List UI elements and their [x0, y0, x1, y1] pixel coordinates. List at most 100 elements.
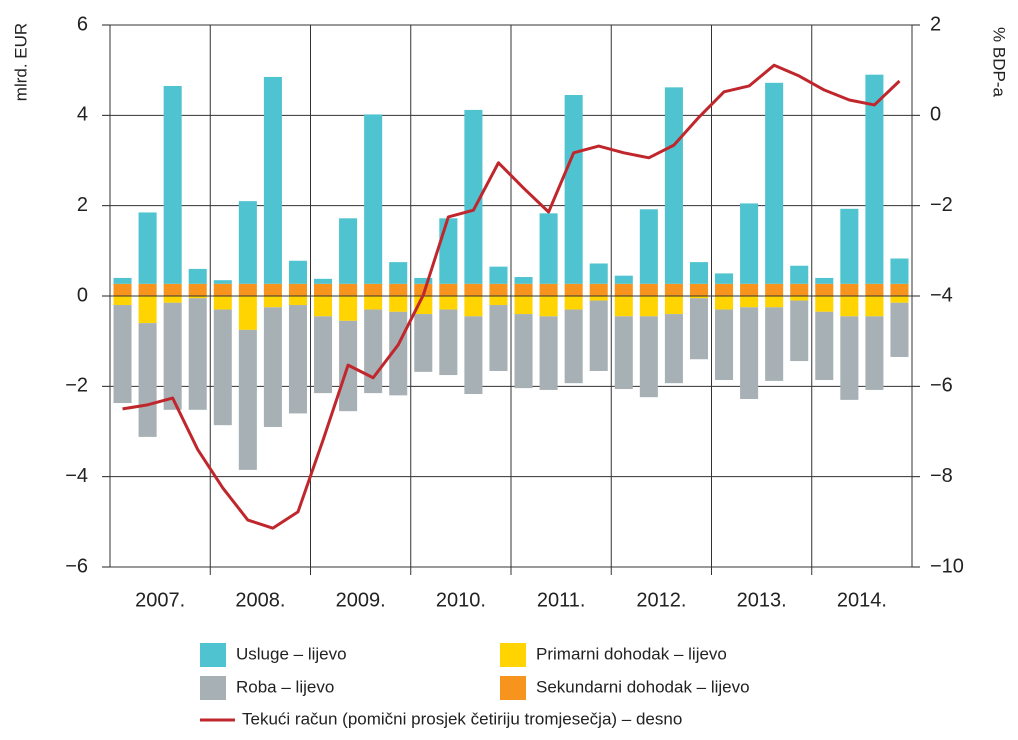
bar: [514, 296, 533, 315]
bar: [113, 305, 132, 404]
y2-tick-label: −2: [930, 194, 953, 216]
bar: [213, 309, 232, 426]
bar: [188, 283, 207, 296]
y2-tick-label: 0: [930, 104, 941, 126]
bar: [715, 296, 734, 310]
legend-label: Primarni dohodak – lijevo: [536, 644, 727, 663]
y2-tick-label: −8: [930, 465, 953, 487]
bar: [715, 309, 734, 381]
legend-swatch: [200, 676, 226, 700]
bar: [539, 283, 558, 296]
y2-tick-label: −4: [930, 284, 953, 306]
bar: [715, 273, 734, 284]
bar: [288, 260, 307, 284]
bar: [364, 283, 383, 296]
bar: [188, 268, 207, 284]
bar: [614, 275, 633, 284]
bar: [740, 307, 759, 399]
legend-swatch: [500, 676, 526, 700]
bar: [514, 283, 533, 296]
bar: [113, 283, 132, 296]
bar: [464, 316, 483, 395]
bar: [213, 283, 232, 296]
bar: [489, 283, 508, 296]
lines: [122, 63, 901, 530]
bar: [263, 307, 282, 427]
legend-label: Sekundarni dohodak – lijevo: [536, 677, 750, 696]
bar: [865, 283, 884, 296]
bar: [213, 280, 232, 284]
bar: [639, 316, 658, 398]
bar: [489, 305, 508, 371]
bar: [815, 277, 834, 284]
y-tick-label: 4: [77, 104, 88, 126]
legend-swatch: [200, 643, 226, 667]
bar: [539, 213, 558, 284]
bar: [589, 300, 608, 371]
bar: [464, 296, 483, 317]
bar: [890, 258, 909, 284]
bar: [138, 283, 157, 296]
bar: [138, 212, 157, 284]
bar: [389, 262, 408, 284]
x-tick-label: 2011.: [537, 589, 586, 611]
bar: [664, 87, 683, 284]
bar: [664, 314, 683, 384]
bar: [263, 283, 282, 296]
bar: [489, 266, 508, 284]
bar: [314, 316, 333, 394]
bar: [815, 283, 834, 296]
bar: [288, 296, 307, 306]
bar: [614, 296, 633, 317]
y-tick-label: 6: [77, 13, 88, 35]
y-tick-label: −2: [65, 375, 88, 397]
line: [122, 63, 901, 530]
bar: [740, 283, 759, 296]
bar: [414, 277, 433, 284]
y-tick-label: −6: [65, 555, 88, 577]
bar: [464, 283, 483, 296]
bar: [589, 283, 608, 296]
bar: [564, 309, 583, 384]
bar: [790, 296, 809, 301]
bar: [238, 283, 257, 296]
y2-tick-label: −6: [930, 375, 953, 397]
bar: [163, 283, 182, 296]
bar: [113, 277, 132, 284]
bar: [263, 76, 282, 284]
bar: [514, 314, 533, 389]
bar: [840, 316, 859, 400]
x-tick-label: 2008.: [235, 589, 285, 611]
bar: [790, 300, 809, 362]
bar: [890, 296, 909, 303]
bar: [163, 296, 182, 303]
y-tick-label: 2: [77, 194, 88, 216]
bar: [339, 283, 358, 296]
bar: [339, 296, 358, 321]
bar: [439, 309, 458, 376]
legend-label: Roba – lijevo: [236, 677, 334, 696]
bar: [589, 263, 608, 284]
legend: Sekundarni dohodak – lijevo Primarni doho…: [200, 643, 750, 728]
bar: [564, 296, 583, 310]
bar: [539, 296, 558, 317]
bar: [389, 296, 408, 312]
x-tick-label: 2012.: [636, 589, 686, 611]
bar: [188, 296, 207, 299]
bar: [339, 218, 358, 284]
bar: [740, 296, 759, 308]
bar: [314, 296, 333, 317]
bar: [715, 283, 734, 296]
y-tick-label: −4: [65, 465, 88, 487]
bar: [238, 201, 257, 284]
bar: [288, 305, 307, 414]
bar: [689, 296, 708, 299]
bar: [740, 203, 759, 284]
bar: [765, 82, 784, 284]
y2-tick-label: −10: [930, 555, 964, 577]
bar: [439, 296, 458, 310]
bar: [689, 298, 708, 360]
bar: [389, 283, 408, 296]
bar: [113, 296, 132, 306]
